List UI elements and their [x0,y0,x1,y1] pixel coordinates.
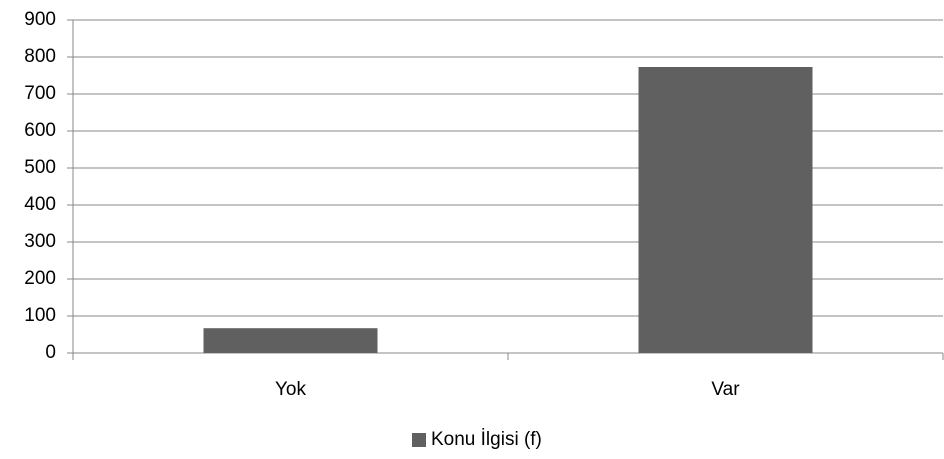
y-tick-label: 700 [24,83,56,104]
y-tick-label: 200 [24,268,56,289]
y-tick-label: 400 [24,194,56,215]
x-tick-label: Yok [275,379,306,400]
y-tick-label: 0 [45,342,56,363]
y-tick-label: 600 [24,120,56,141]
y-tick-label: 300 [24,231,56,252]
legend-label: Konu İlgisi (f) [431,429,542,450]
y-tick-label: 800 [24,46,56,67]
bar [203,328,378,353]
legend-swatch [412,433,426,447]
y-tick-label: 900 [24,9,56,30]
bar [638,66,813,354]
x-tick-label: Var [711,379,740,400]
y-tick-label: 100 [24,305,56,326]
y-tick-label: 500 [24,157,56,178]
